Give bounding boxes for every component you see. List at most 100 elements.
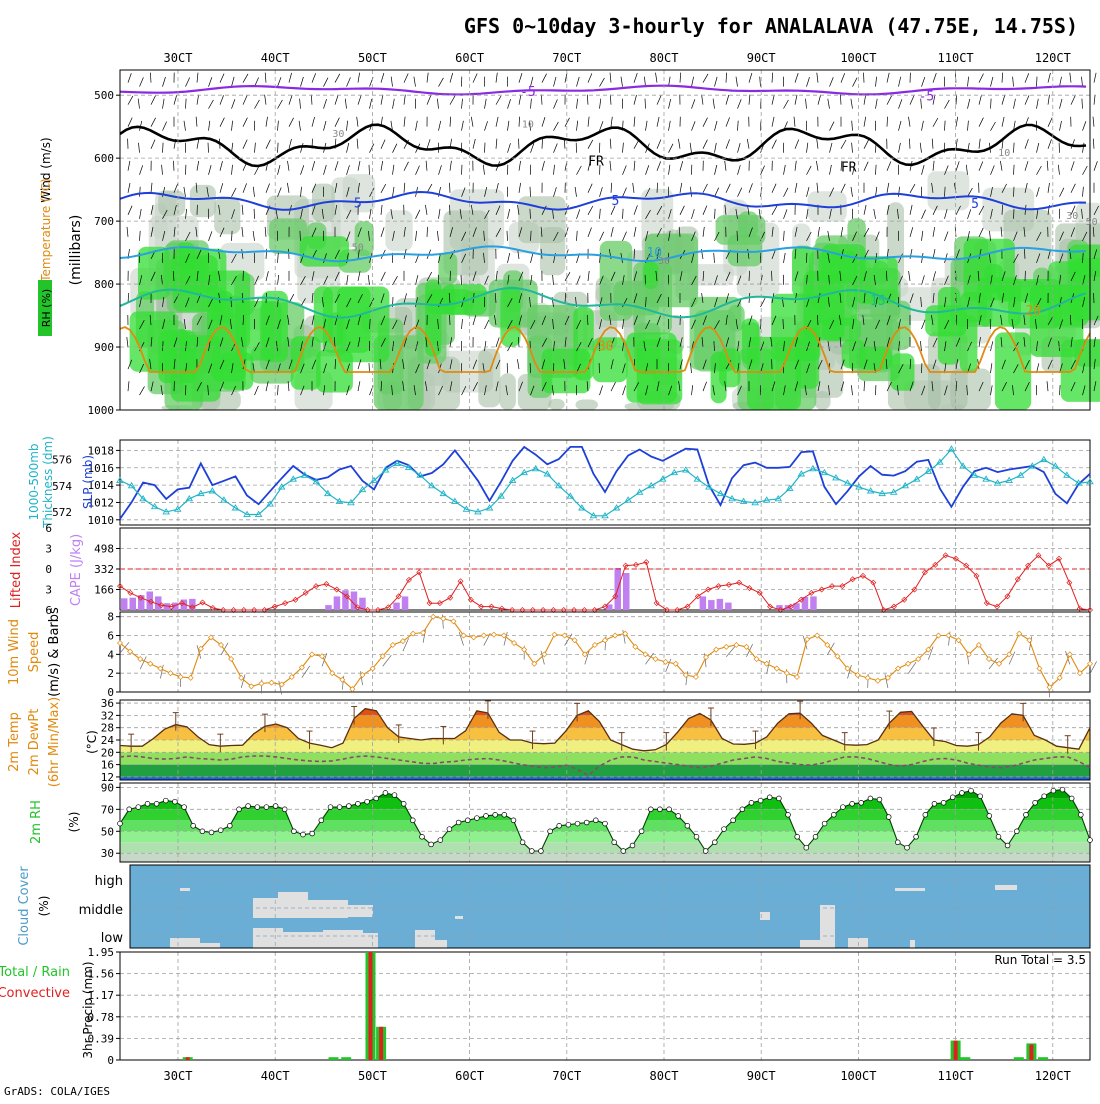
contour-label: FR [841,161,857,176]
cloud-patch [253,928,283,948]
rh-patch [1061,340,1100,402]
rh-marker [960,791,965,796]
rh-marker [932,801,937,806]
cloud-patch [323,930,363,948]
temperature-color-band [120,765,1090,777]
date-label-bottom: 40CT [261,1069,290,1083]
rh-marker [712,840,717,845]
contour-label: 15 [870,294,886,309]
wind-barb [519,139,520,149]
rh-marker [987,814,992,819]
rh-marker [310,831,315,836]
rh-marker [1051,788,1056,793]
cloud-level-label: middle [79,903,123,918]
contour-label: 10 [522,120,534,131]
cloud-label: Cloud Cover [17,866,32,946]
temperature-ytick: 28 [101,722,114,735]
wind-barb [1093,117,1094,127]
wind-speed-marker [693,674,698,679]
convective-bar [369,952,373,1060]
cape-label: CAPE (J/kg) [69,534,84,606]
rh-marker [1014,829,1019,834]
rh-marker [182,805,187,810]
rh-marker [264,805,269,810]
date-label-bottom: 110CT [938,1069,974,1083]
rh-marker [777,796,782,801]
wind-speed-marker [603,638,608,643]
rh-marker [722,827,727,832]
rh-patch [600,241,633,321]
contour-label: 5 [354,196,362,211]
credit-footer: GrADS: COLA/IGES [4,1085,110,1098]
rh-marker [905,845,910,850]
upper-air-ytick: 600 [94,152,114,165]
rh-marker [209,830,214,835]
lifted-index-ytick: 3 [45,584,52,597]
rh-marker [191,823,196,828]
contour-label: 30 [658,256,670,267]
temperature-label-2: 2m DewPt [27,709,42,776]
wind-barb [1094,95,1095,105]
wind-barb [1094,73,1096,83]
contour-label: 30 [598,339,614,354]
cape-bar [623,573,630,610]
contour-label: 50 [1086,217,1098,228]
precip-ytick: 1.95 [88,946,115,959]
wind-speed-marker [562,633,567,638]
rh-marker [575,821,580,826]
rh-label: 2m RH [29,800,44,844]
rh-marker [676,814,681,819]
rh-marker [795,834,800,839]
rh-marker [328,805,333,810]
contour-label: -5 [919,89,935,104]
cape-bar [717,599,724,610]
rh-marker [337,805,342,810]
rh-patch [542,349,591,394]
rh-marker [447,827,452,832]
wind-speed-marker [724,644,729,649]
convective-bar [186,1057,190,1060]
rh-patch [938,287,961,365]
rh-marker [886,815,891,820]
wind-barb [1094,161,1097,170]
wind-barb [450,315,451,325]
wind-speed-marker [613,633,618,638]
rh-marker [694,834,699,839]
wind-barb [462,165,463,175]
cape-bar [121,598,128,610]
wind-speed-marker [794,674,799,679]
cape-bar [402,596,409,610]
cape-ytick: 498 [94,543,114,556]
rh-marker [136,805,141,810]
rh-patch [500,373,516,410]
rh-color-band [120,842,1090,853]
wind-barb [1014,187,1015,197]
cape-bar [342,590,349,610]
rh-patch [576,400,599,411]
rh-patch [190,185,216,217]
wind-barb [369,165,370,175]
thickness-ytick: 576 [52,454,72,467]
cloud-patch [800,940,820,948]
date-label-bottom: 80CT [650,1069,679,1083]
rh-marker [639,829,644,834]
rh-marker [557,823,562,828]
rh-patch [842,340,866,369]
wind-frame [120,612,1090,692]
rh-marker [392,793,397,798]
wind-speed-marker [1067,652,1072,657]
precip-total-label: Total / Rain [0,965,70,980]
rh-marker [145,801,150,806]
wind-speed-marker [1037,666,1042,671]
rh-marker [438,838,443,843]
rh-marker [877,797,882,802]
rh-patch [478,349,500,408]
rh-marker [767,795,772,800]
wind-barb [450,205,451,215]
rh-marker [529,849,534,854]
date-label-top: 50CT [358,51,387,65]
cloud-patch [910,940,915,948]
cloud-patch [820,905,835,948]
wind-speed-marker [774,666,779,671]
